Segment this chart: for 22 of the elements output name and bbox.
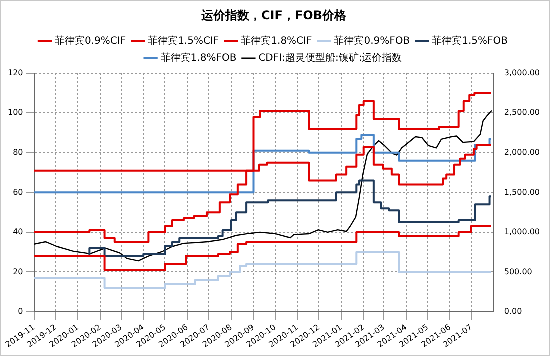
y-tick-label: 80 bbox=[13, 148, 24, 157]
y-tick-label: 20 bbox=[13, 267, 24, 276]
y-tick-label: 120 bbox=[8, 68, 24, 78]
y2-tick-label: 500.00 bbox=[504, 267, 532, 276]
legend-label: 菲律宾0.9%CIF bbox=[54, 34, 126, 47]
y2-tick-label: 2,500.00 bbox=[504, 108, 540, 118]
legend-label: 菲律宾1.5%CIF bbox=[148, 34, 220, 47]
y-tick-label: 60 bbox=[13, 188, 24, 197]
y-tick-label: 0 bbox=[18, 307, 24, 316]
chart-title: 运价指数，CIF，FOB价格 bbox=[200, 8, 348, 22]
y-tick-label: 40 bbox=[13, 228, 24, 237]
legend-label: 菲律宾1.8%FOB bbox=[160, 52, 237, 64]
legend-label: 菲律宾1.8%CIF bbox=[241, 34, 312, 47]
y2-tick-label: 2,000.00 bbox=[504, 148, 540, 157]
y2-tick-label: 0.00 bbox=[504, 307, 522, 316]
legend-label: 菲律宾1.5%FOB bbox=[432, 34, 508, 47]
legend-label: 菲律宾0.9%FOB bbox=[334, 34, 410, 47]
legend-label: CDFI:超灵便型船:镍矿:运价指数 bbox=[258, 52, 402, 64]
y2-tick-label: 1,500.00 bbox=[504, 188, 540, 197]
y2-tick-label: 1,000.00 bbox=[504, 228, 540, 237]
y-tick-label: 100 bbox=[8, 108, 24, 118]
y2-tick-label: 3,000.00 bbox=[504, 68, 540, 78]
